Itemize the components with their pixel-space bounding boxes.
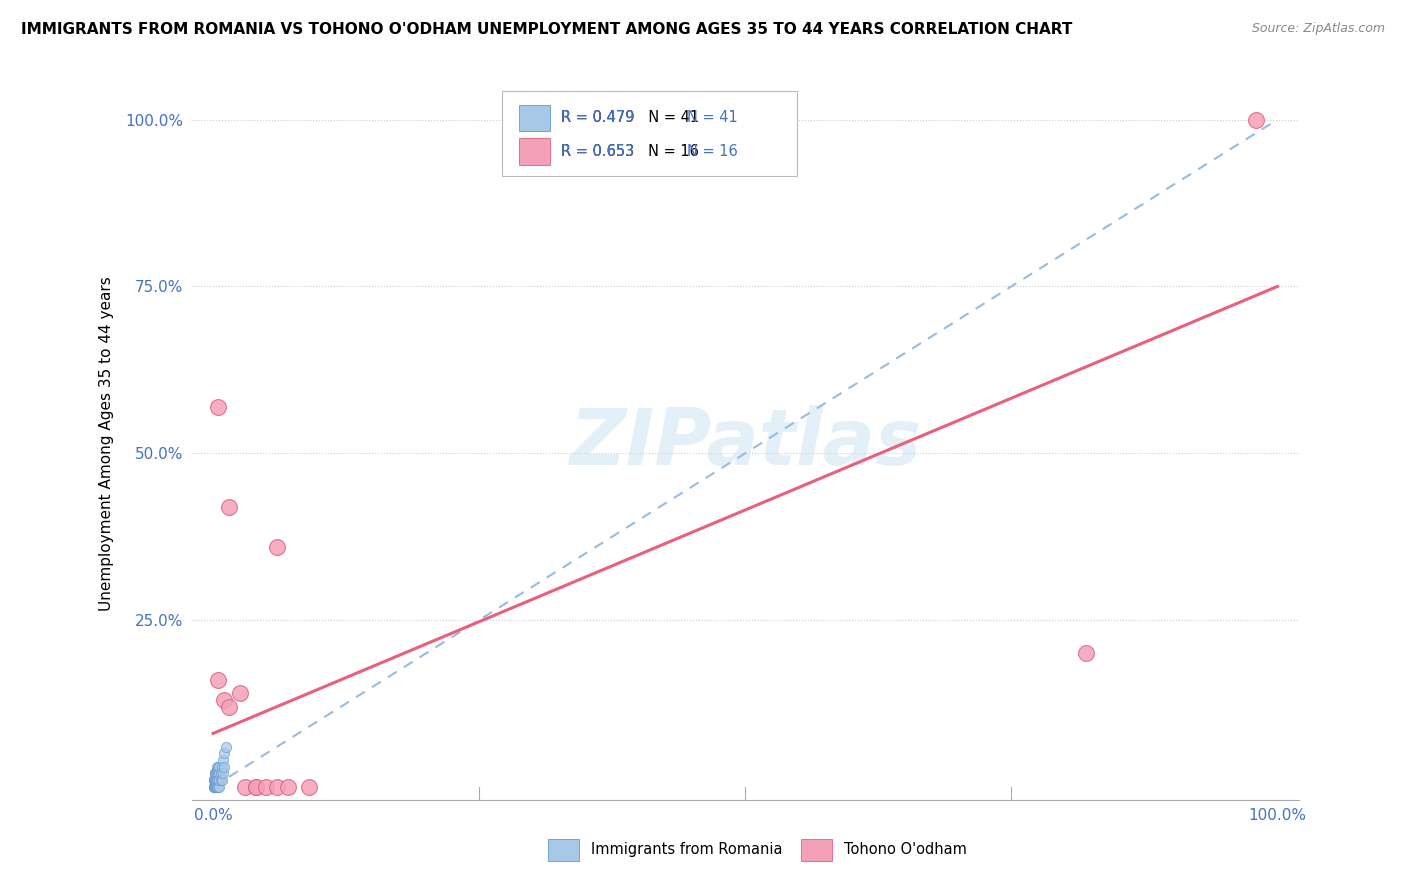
Point	[202, 780, 225, 794]
Point	[266, 540, 288, 554]
Point	[207, 766, 229, 780]
Text: R = 0.479   N = 41: R = 0.479 N = 41	[561, 111, 699, 126]
Point	[204, 780, 226, 794]
Text: Immigrants from Romania: Immigrants from Romania	[591, 842, 782, 856]
Point	[204, 773, 226, 788]
Point	[208, 773, 231, 788]
Point	[207, 673, 229, 687]
Point	[218, 500, 240, 514]
Point	[204, 773, 226, 788]
Text: N = 41: N = 41	[688, 111, 738, 126]
Point	[212, 747, 235, 761]
Point	[202, 780, 225, 794]
Point	[245, 780, 267, 794]
Point	[1074, 646, 1097, 660]
Y-axis label: Unemployment Among Ages 35 to 44 years: Unemployment Among Ages 35 to 44 years	[100, 276, 114, 611]
Text: ZIPatlas: ZIPatlas	[569, 405, 921, 482]
Point	[266, 780, 288, 794]
Point	[207, 780, 229, 794]
Point	[212, 693, 235, 707]
Point	[202, 780, 225, 794]
Point	[204, 780, 226, 794]
Text: IMMIGRANTS FROM ROMANIA VS TOHONO O'ODHAM UNEMPLOYMENT AMONG AGES 35 TO 44 YEARS: IMMIGRANTS FROM ROMANIA VS TOHONO O'ODHA…	[21, 22, 1073, 37]
Point	[204, 766, 226, 780]
Point	[207, 400, 229, 414]
Point	[202, 773, 225, 788]
Point	[207, 760, 229, 774]
Point	[205, 773, 228, 788]
Point	[208, 766, 231, 780]
Point	[207, 780, 229, 794]
Point	[208, 760, 231, 774]
Text: N = 16: N = 16	[688, 145, 738, 160]
Point	[277, 780, 299, 794]
Point	[205, 766, 228, 780]
Point	[207, 780, 229, 794]
Text: R = 0.653: R = 0.653	[561, 145, 634, 160]
Text: Source: ZipAtlas.com: Source: ZipAtlas.com	[1251, 22, 1385, 36]
Point	[205, 780, 228, 794]
Point	[202, 773, 225, 788]
Point	[209, 766, 232, 780]
Point	[212, 760, 235, 774]
Text: R = 0.653   N = 16: R = 0.653 N = 16	[561, 145, 699, 160]
Point	[208, 780, 231, 794]
Point	[207, 773, 229, 788]
Point	[218, 699, 240, 714]
Point	[205, 773, 228, 788]
Point	[211, 773, 233, 788]
Point	[202, 773, 225, 788]
Point	[228, 686, 250, 700]
Point	[211, 766, 233, 780]
Point	[204, 766, 226, 780]
Point	[205, 780, 228, 794]
Point	[207, 766, 229, 780]
Point	[298, 780, 321, 794]
Point	[1244, 112, 1267, 127]
Point	[211, 753, 233, 767]
Point	[204, 780, 226, 794]
Point	[215, 739, 238, 754]
Text: R = 0.479: R = 0.479	[561, 111, 634, 126]
Point	[207, 760, 229, 774]
Text: Tohono O'odham: Tohono O'odham	[844, 842, 966, 856]
Point	[233, 780, 256, 794]
Point	[245, 780, 267, 794]
Point	[207, 773, 229, 788]
Point	[211, 760, 233, 774]
Point	[209, 773, 232, 788]
Point	[254, 780, 277, 794]
Point	[205, 766, 228, 780]
